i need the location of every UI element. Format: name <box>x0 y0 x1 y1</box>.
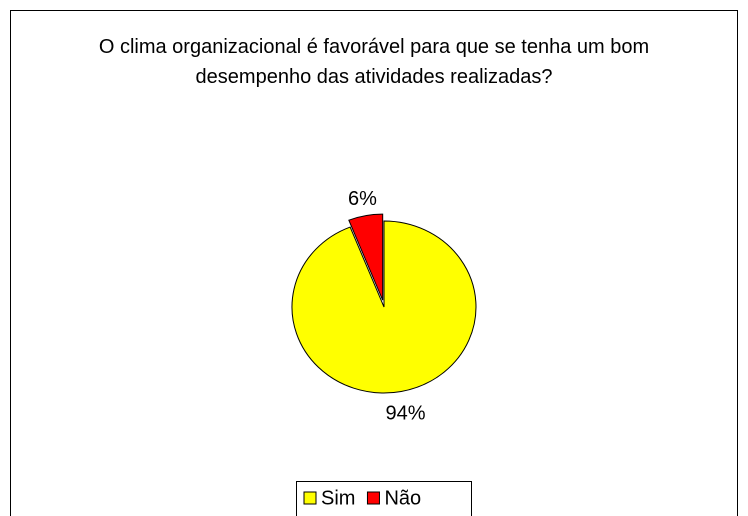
pie-slice <box>348 213 384 301</box>
legend-label: Sim <box>321 487 355 509</box>
legend-label: Não <box>384 487 421 509</box>
data-label: 94% <box>386 403 426 425</box>
legend-box <box>296 481 472 516</box>
pie-slice <box>291 220 477 394</box>
legend-swatch <box>303 491 317 505</box>
chart-title: O clima organizacional é favorável para … <box>98 36 650 88</box>
legend-swatch <box>366 491 380 505</box>
data-label: 6% <box>348 188 377 210</box>
